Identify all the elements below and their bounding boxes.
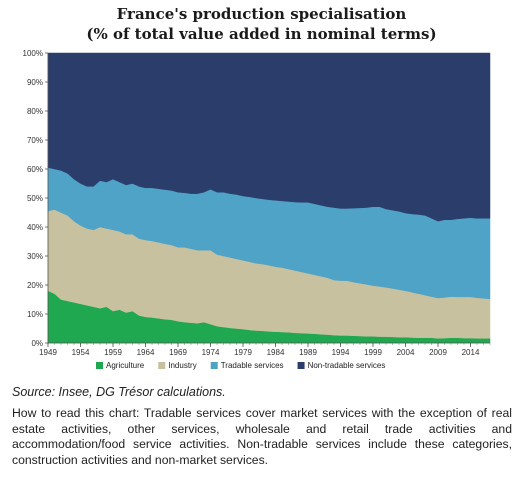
y-tick-label: 50% — [27, 194, 43, 203]
x-tick-label: 2014 — [462, 348, 480, 357]
x-tick-label: 1959 — [104, 348, 122, 357]
y-tick-label: 100% — [23, 49, 43, 58]
x-tick-label: 1949 — [39, 348, 57, 357]
x-tick-label: 1979 — [234, 348, 252, 357]
y-tick-label: 70% — [27, 136, 43, 145]
x-tick-label: 1999 — [364, 348, 382, 357]
legend-label: Agriculture — [106, 361, 145, 370]
y-tick-label: 60% — [27, 165, 43, 174]
stacked-area-chart: 0% 10% 20% 30% 40% 50% 60% 70% 80% 90% 100% 1949 195… — [23, 49, 491, 370]
x-tick-label: 1964 — [137, 348, 155, 357]
legend-item: Industry — [158, 361, 197, 370]
legend-label: Tradable services — [221, 361, 284, 370]
axes-group: 0% 10% 20% 30% 40% 50% 60% 70% 80% 90% 100% 1949 195… — [23, 49, 491, 357]
area-non-tradable-services — [47, 52, 491, 222]
legend-item: Tradable services — [210, 361, 284, 370]
x-tick-label: 1969 — [169, 348, 187, 357]
legend-swatch — [158, 362, 166, 369]
x-tick-label: 1989 — [299, 348, 317, 357]
y-tick-label: 30% — [27, 252, 43, 261]
legend-item: Non-tradable services — [297, 361, 386, 370]
y-tick-label: 20% — [27, 281, 43, 290]
x-tick-label: 1984 — [267, 348, 285, 357]
y-tick-label: 80% — [27, 107, 43, 116]
legend-item: Agriculture — [96, 361, 145, 370]
chart-title-line-2: (% of total value added in nominal terms… — [86, 25, 437, 43]
x-tick-label: 2004 — [397, 348, 415, 357]
x-tick-label: 1974 — [202, 348, 220, 357]
chart-title-line-1: France's production specialisation — [116, 5, 407, 23]
x-tick-label: 2009 — [429, 348, 447, 357]
legend-swatch — [96, 362, 103, 369]
area-series-group — [47, 52, 491, 344]
source-note: Source: Insee, DG Trésor calculations. — [12, 385, 226, 399]
legend-label: Industry — [168, 361, 196, 370]
y-tick-label: 0% — [31, 339, 43, 348]
legend-swatch — [210, 362, 218, 369]
y-tick-label: 10% — [27, 310, 43, 319]
how-to-read-note: How to read this chart: Tradable service… — [12, 406, 512, 467]
y-tick-label: 90% — [27, 78, 43, 87]
chart-title: France's production specialisation (% of… — [0, 4, 523, 44]
legend-swatch — [297, 362, 305, 369]
legend: Agriculture Industry Tradable services Non-… — [96, 361, 385, 370]
y-tick-label: 40% — [27, 223, 43, 232]
legend-label: Non-tradable services — [308, 361, 386, 370]
x-tick-label: 1954 — [72, 348, 90, 357]
x-tick-label: 1994 — [332, 348, 350, 357]
